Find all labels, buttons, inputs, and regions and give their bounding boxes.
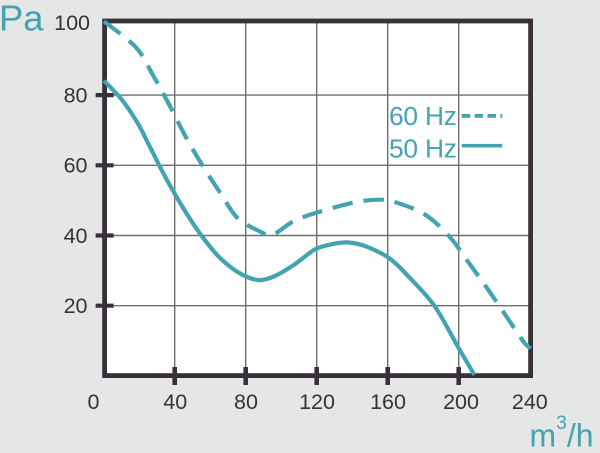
svg-text:200: 200 (443, 390, 479, 414)
svg-text:40: 40 (163, 390, 187, 414)
svg-text:20: 20 (64, 294, 88, 318)
svg-text:50 Hz: 50 Hz (389, 134, 457, 164)
svg-text:0: 0 (88, 390, 100, 414)
svg-text:240: 240 (512, 390, 548, 414)
svg-text:80: 80 (64, 84, 88, 108)
svg-text:160: 160 (370, 390, 406, 414)
svg-text:60: 60 (64, 154, 88, 178)
svg-text:60 Hz: 60 Hz (389, 101, 457, 131)
svg-text:100: 100 (54, 11, 90, 35)
svg-text:Pa: Pa (0, 0, 44, 39)
svg-text:40: 40 (64, 224, 88, 248)
svg-text:120: 120 (299, 390, 335, 414)
svg-text:80: 80 (234, 390, 258, 414)
